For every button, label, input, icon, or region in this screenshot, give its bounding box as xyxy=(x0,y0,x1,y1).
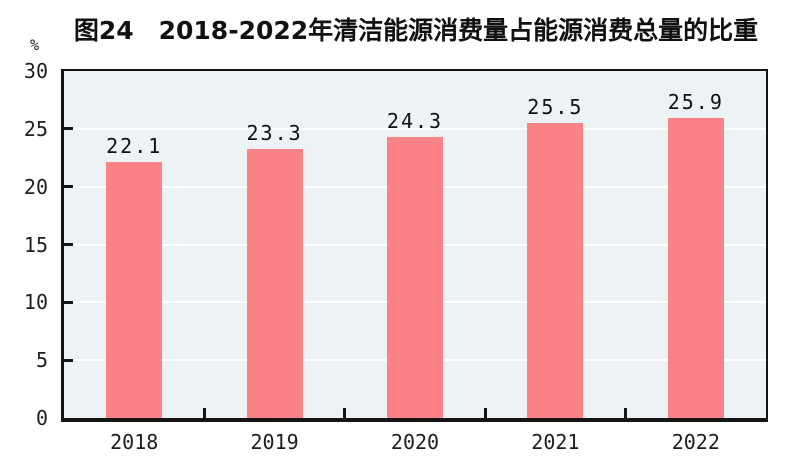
y-axis-tick-label: 5 xyxy=(35,348,48,373)
y-axis-tick-label: 10 xyxy=(23,290,48,315)
bar-2022 xyxy=(667,118,724,418)
x-axis-tick xyxy=(624,408,628,418)
y-axis-tick xyxy=(64,358,73,362)
bar-2019 xyxy=(246,148,303,418)
x-axis-tick-labels: 2018 2019 2020 2021 2022 xyxy=(64,430,766,456)
y-axis-tick xyxy=(64,243,73,246)
y-axis-unit-label: % xyxy=(30,36,40,54)
x-axis-tick-label: 2021 xyxy=(531,430,580,454)
bar-2021 xyxy=(527,123,584,418)
y-axis-tick-label: 20 xyxy=(23,174,48,199)
x-axis-tick xyxy=(202,408,206,418)
y-axis-tick xyxy=(64,185,73,189)
y-axis-tick-label: 0 xyxy=(35,406,48,430)
bar-value-label: 24.3 xyxy=(386,108,444,133)
x-axis-tick xyxy=(483,408,487,418)
x-axis-tick-label: 2022 xyxy=(671,430,720,454)
y-axis-tick-label: 15 xyxy=(23,232,48,257)
gridline xyxy=(64,127,766,130)
bar-value-label: 23.3 xyxy=(246,120,303,145)
x-axis-tick-label: 2019 xyxy=(250,430,299,454)
bar-value-label: 25.5 xyxy=(527,95,584,120)
y-axis-tick xyxy=(64,127,73,131)
x-axis-tick-label: 2020 xyxy=(390,430,440,454)
bar-2020 xyxy=(387,136,443,418)
chart-title: 图24 2018-2022年清洁能源消费量占能源消费总量的比重 xyxy=(73,16,759,45)
bar-value-label: 22.1 xyxy=(106,134,163,159)
y-axis-tick xyxy=(64,300,73,304)
x-axis-tick xyxy=(343,408,347,418)
plot-area: 22.1 23.3 24.3 25.5 25.9 xyxy=(61,69,768,422)
bar-value-label: 25.9 xyxy=(667,90,724,115)
y-axis-tick-label: 25 xyxy=(23,116,48,141)
y-axis-tick-label: 30 xyxy=(23,59,48,83)
y-axis-tick-labels: 0 5 10 15 20 25 30 xyxy=(0,61,48,428)
x-axis-tick-label: 2018 xyxy=(110,430,159,454)
bar-2018 xyxy=(106,162,163,418)
